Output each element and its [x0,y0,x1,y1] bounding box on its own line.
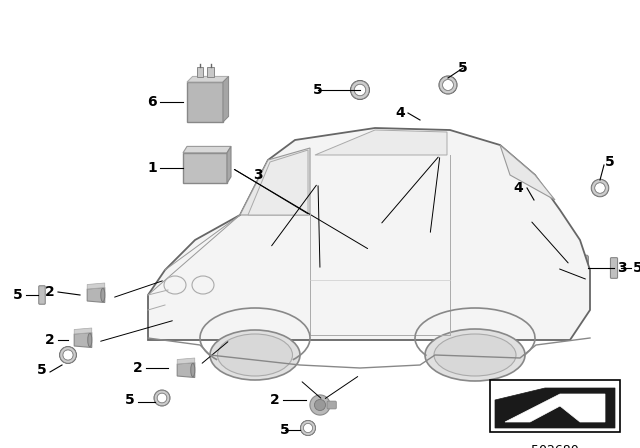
Text: 5: 5 [280,423,290,437]
Wedge shape [351,81,369,99]
Polygon shape [148,128,590,340]
Polygon shape [227,146,231,183]
Text: 2: 2 [133,361,143,375]
Polygon shape [495,388,615,428]
Text: 1: 1 [147,161,157,175]
Text: 5: 5 [313,83,323,97]
Ellipse shape [535,207,540,223]
Ellipse shape [427,140,432,156]
FancyBboxPatch shape [327,401,336,409]
Polygon shape [500,145,555,200]
Ellipse shape [210,330,300,380]
Wedge shape [591,180,609,196]
FancyBboxPatch shape [183,153,227,183]
Text: 5: 5 [13,288,23,302]
Wedge shape [60,347,76,363]
Polygon shape [505,394,605,422]
Polygon shape [87,288,105,302]
Text: 4: 4 [513,181,523,195]
Polygon shape [411,139,432,157]
Wedge shape [154,390,170,406]
Ellipse shape [218,334,292,376]
Wedge shape [301,421,316,435]
Bar [197,67,204,77]
FancyBboxPatch shape [187,82,223,122]
Text: 5: 5 [458,61,468,75]
Ellipse shape [312,167,317,183]
FancyBboxPatch shape [611,258,618,278]
Polygon shape [315,130,447,155]
Polygon shape [296,166,317,184]
Polygon shape [248,150,308,215]
Ellipse shape [557,258,566,278]
Text: 5: 5 [633,261,640,275]
Polygon shape [74,328,92,334]
Ellipse shape [191,363,195,377]
Text: 3: 3 [253,168,263,182]
Polygon shape [240,148,310,215]
Polygon shape [177,362,195,378]
Circle shape [314,400,326,410]
Text: 6: 6 [147,95,157,109]
Ellipse shape [425,329,525,381]
Bar [207,67,214,77]
Bar [490,380,620,432]
Text: 5: 5 [37,363,47,377]
Text: 5: 5 [605,155,615,169]
FancyBboxPatch shape [39,286,45,304]
Text: 2: 2 [45,285,55,299]
Wedge shape [439,76,457,94]
Text: 502680: 502680 [531,444,579,448]
Polygon shape [177,358,195,364]
Polygon shape [74,332,92,348]
Polygon shape [223,77,228,122]
Ellipse shape [434,334,516,376]
Polygon shape [534,207,554,224]
Circle shape [310,395,330,415]
Polygon shape [87,283,105,289]
Text: 4: 4 [395,106,405,120]
Ellipse shape [100,288,105,302]
Polygon shape [296,160,317,168]
Text: 5: 5 [125,393,135,407]
FancyBboxPatch shape [556,255,588,281]
Polygon shape [534,202,554,208]
Text: 2: 2 [45,333,55,347]
Text: 2: 2 [270,393,280,407]
Ellipse shape [88,333,92,347]
Polygon shape [187,77,228,82]
Polygon shape [183,146,231,153]
Text: 3: 3 [617,261,627,275]
Polygon shape [411,134,432,141]
